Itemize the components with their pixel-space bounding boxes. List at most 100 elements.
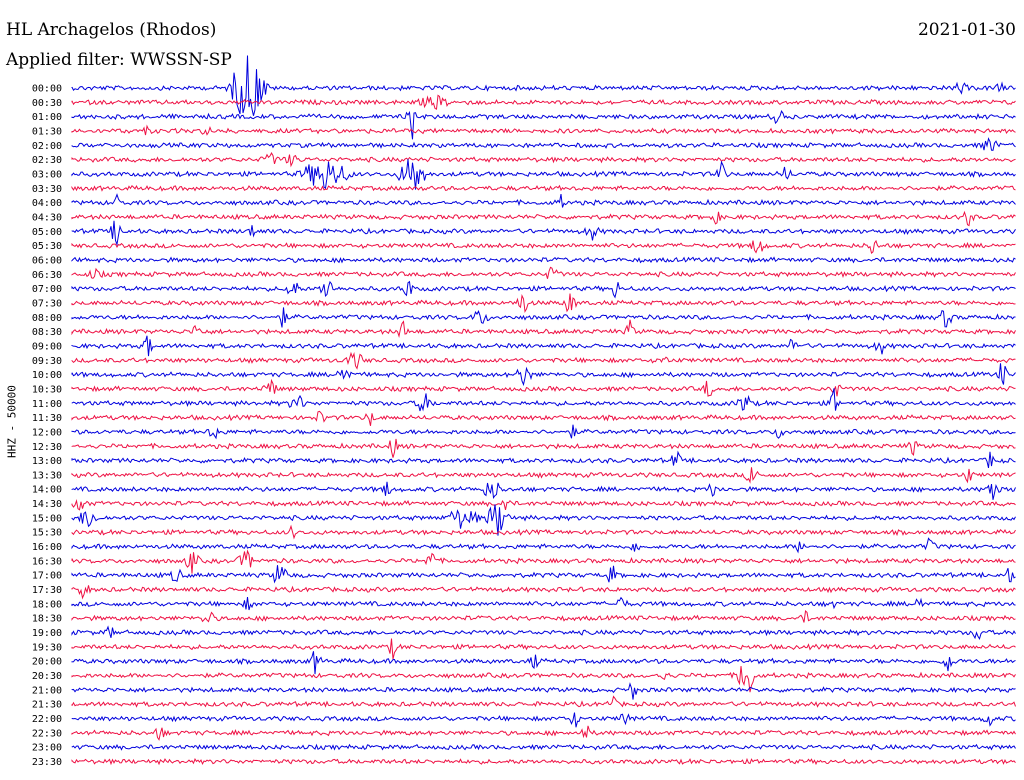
time-tick-label: 03:30 [32,184,62,195]
trace-line [71,266,1016,279]
time-tick-label: 02:00 [32,141,62,152]
trace-line [71,363,1016,387]
trace-line [71,651,1016,675]
time-tick-label: 05:30 [32,241,62,252]
trace-line [71,524,1016,540]
time-tick-label: 13:30 [32,470,62,481]
time-tick-label: 16:00 [32,542,62,553]
time-tick-label: 19:30 [32,642,62,653]
trace-line [71,159,1016,190]
time-tick-label: 10:00 [32,370,62,381]
trace-line [71,481,1016,500]
trace-line [71,351,1016,370]
time-tick-label: 17:30 [32,585,62,596]
trace-line [71,378,1016,397]
trace-line [71,94,1016,110]
time-tick-label: 21:30 [32,700,62,711]
trace-line [71,625,1016,640]
trace-line [71,280,1016,299]
time-tick-label: 01:30 [32,126,62,137]
trace-line [71,388,1016,412]
trace-line [71,55,1016,116]
time-tick-label: 03:00 [32,169,62,180]
time-tick-label: 18:30 [32,614,62,625]
time-tick-label: 22:30 [32,728,62,739]
time-tick-label: 19:00 [32,628,62,639]
trace-line [71,424,1016,440]
trace-line [71,682,1016,700]
time-tick-label: 01:00 [32,112,62,123]
trace-line [71,757,1016,766]
trace-line [71,307,1016,328]
trace-line [71,609,1016,623]
time-tick-label: 05:00 [32,227,62,238]
trace-line [71,220,1016,247]
trace-line [71,695,1016,708]
time-tick-label: 11:30 [32,413,62,424]
time-tick-label: 23:30 [32,757,62,768]
time-tick-label: 22:00 [32,714,62,725]
time-tick-label: 04:00 [32,198,62,209]
trace-line [71,537,1016,554]
trace-line [71,193,1016,208]
trace-line [71,565,1016,584]
time-tick-label: 10:30 [32,384,62,395]
time-tick-label: 16:30 [32,556,62,567]
trace-line [71,410,1016,426]
time-tick-label: 12:00 [32,427,62,438]
trace-line [71,498,1016,511]
trace-line [71,504,1016,536]
time-tick-label: 06:00 [32,255,62,266]
trace-line [71,666,1016,693]
trace-line [71,335,1016,357]
station-title: HL Archagelos (Rhodos) [6,20,217,40]
trace-line [71,319,1016,338]
trace-line [71,438,1016,458]
filter-label: Applied filter: WWSSN-SP [6,50,232,70]
trace-line [71,467,1016,484]
trace-line [71,638,1016,660]
time-tick-label: 15:30 [32,528,62,539]
time-tick-label: 23:00 [32,743,62,754]
trace-line [71,596,1016,611]
trace-line [71,109,1016,140]
trace-line [71,137,1016,151]
time-tick-label: 04:30 [32,212,62,223]
time-tick-label: 02:30 [32,155,62,166]
trace-line [71,124,1016,136]
time-tick-label: 12:30 [32,442,62,453]
trace-line [71,152,1016,168]
trace-line [71,712,1016,728]
trace-line [71,256,1016,264]
record-date: 2021-01-30 [917,20,1016,40]
time-tick-label: 14:30 [32,499,62,510]
time-tick-label: 17:00 [32,571,62,582]
time-tick-label: 09:00 [32,341,62,352]
trace-line [71,184,1016,192]
time-tick-label: 20:30 [32,671,62,682]
time-tick-label: 15:00 [32,513,62,524]
trace-line [71,725,1016,741]
trace-line [71,293,1016,314]
time-tick-label: 18:00 [32,599,62,610]
time-tick-label: 21:00 [32,685,62,696]
time-tick-label: 09:30 [32,356,62,367]
trace-line [71,585,1016,600]
time-tick-label: 13:00 [32,456,62,467]
time-tick-label: 11:00 [32,399,62,410]
trace-line [71,239,1016,255]
time-tick-label: 07:30 [32,298,62,309]
trace-line [71,210,1016,227]
trace-line [71,743,1016,751]
time-tick-label: 00:30 [32,98,62,109]
time-tick-label: 20:00 [32,657,62,668]
time-tick-label: 07:00 [32,284,62,295]
time-tick-label: 08:30 [32,327,62,338]
time-tick-label: 00:00 [32,84,62,95]
time-tick-label: 14:00 [32,485,62,496]
time-tick-label: 08:00 [32,313,62,324]
time-tick-label: 06:30 [32,270,62,281]
trace-line [71,450,1016,469]
trace-line [71,549,1016,574]
